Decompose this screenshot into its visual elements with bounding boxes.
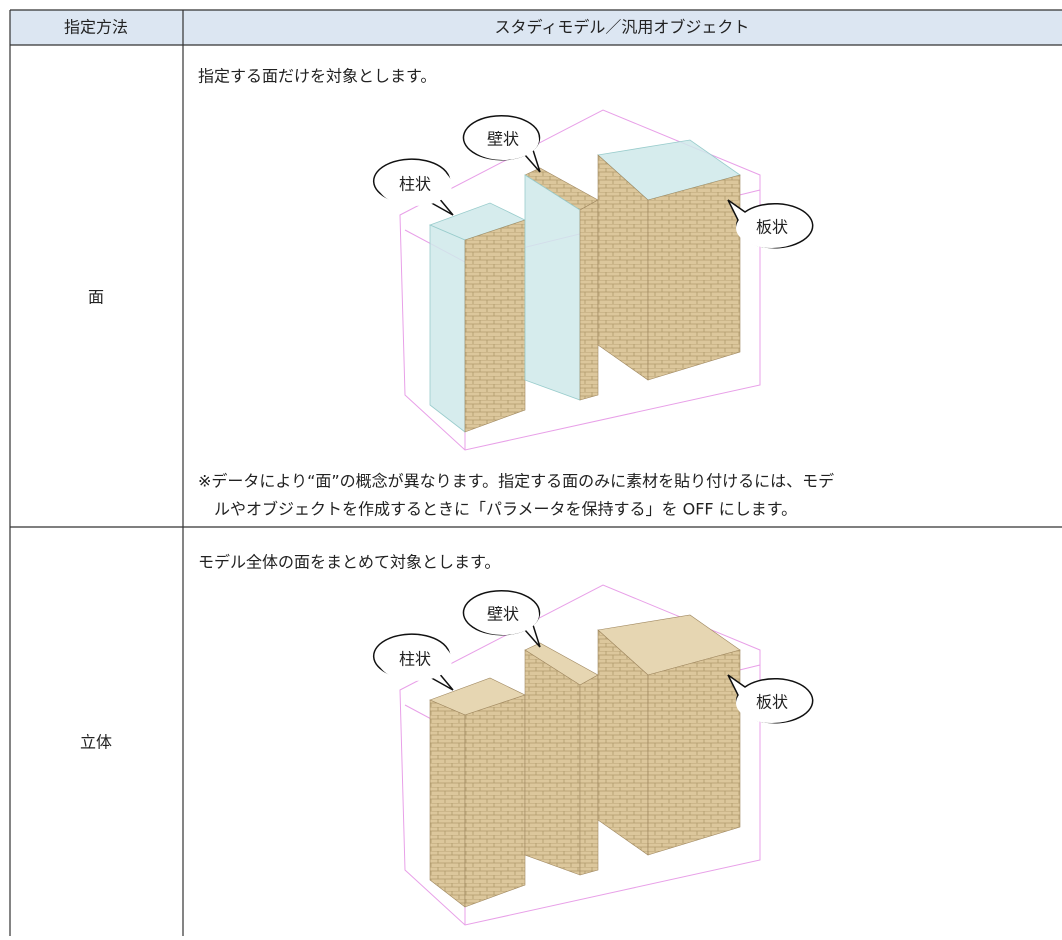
callouts: 柱状 壁状 板状 xyxy=(372,114,814,249)
note-line: ※データにより“面”の概念が異なります。指定する面のみに素材を貼り付けるには、モ… xyxy=(198,472,834,491)
method: 面 xyxy=(88,288,104,307)
description: 指定する面だけを対象とします。 xyxy=(198,67,436,86)
callout-label: 壁状 xyxy=(487,605,519,624)
callout-label: 板状 xyxy=(756,218,788,237)
callouts: 柱状 壁状 板状 xyxy=(372,589,814,724)
header-cell: 指定方法 xyxy=(64,18,128,37)
callout-label: 柱状 xyxy=(399,650,431,669)
illustration xyxy=(399,584,761,926)
header-cell: スタディモデル／汎用オブジェクト xyxy=(495,18,750,37)
method: 立体 xyxy=(80,733,112,752)
illustration xyxy=(399,109,761,451)
header-bg xyxy=(10,10,1062,45)
callout-label: 壁状 xyxy=(487,130,519,149)
callout-label: 板状 xyxy=(756,693,788,712)
callout-label: 柱状 xyxy=(399,175,431,194)
description: モデル全体の面をまとめて対象とします。 xyxy=(198,553,500,572)
table-grid xyxy=(9,9,1062,936)
note-line: ルやオブジェクトを作成するときに「パラメータを保持する」を OFF にします。 xyxy=(214,500,797,519)
